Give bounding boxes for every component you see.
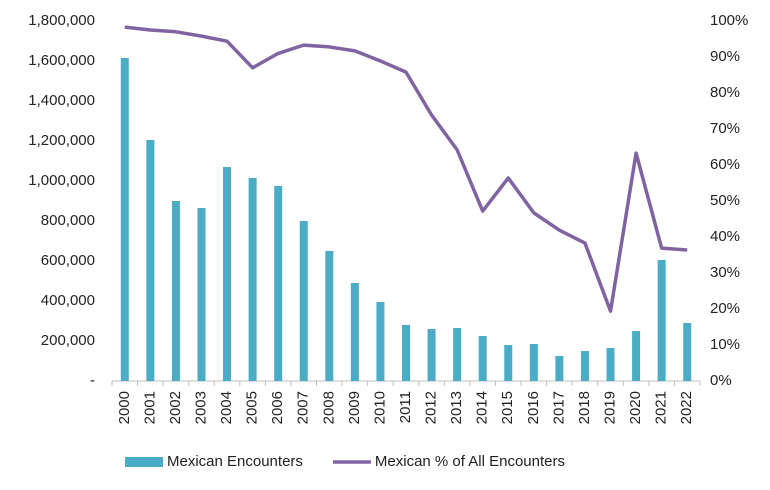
x-tick-label: 2000 bbox=[116, 391, 133, 424]
y2-tick-label: 20% bbox=[710, 300, 740, 317]
bar bbox=[146, 140, 155, 381]
x-tick-label: 2016 bbox=[525, 391, 542, 424]
x-tick-label: 2009 bbox=[346, 391, 363, 424]
x-tick-label: 2021 bbox=[653, 391, 670, 424]
y2-tick-label: 40% bbox=[710, 228, 740, 245]
x-tick-label: 2001 bbox=[141, 391, 158, 424]
x-tick-label: 2008 bbox=[320, 391, 337, 424]
y2-tick-label: 50% bbox=[710, 192, 740, 209]
y-tick-label: 800,000 bbox=[41, 212, 95, 229]
legend-label: Mexican % of All Encounters bbox=[375, 453, 565, 470]
y-tick-label: 1,200,000 bbox=[28, 132, 95, 149]
y2-tick-label: 90% bbox=[710, 48, 740, 65]
bar bbox=[325, 251, 334, 381]
bar bbox=[683, 323, 692, 381]
y-tick-label: 200,000 bbox=[41, 332, 95, 349]
y2-tick-label: 100% bbox=[710, 12, 748, 29]
y-tick-label: 600,000 bbox=[41, 252, 95, 269]
bar bbox=[171, 201, 180, 381]
x-tick-label: 2012 bbox=[423, 391, 440, 424]
y-tick-label: 1,000,000 bbox=[28, 172, 95, 189]
y-tick-label: 1,800,000 bbox=[28, 12, 95, 29]
x-tick-label: 2011 bbox=[397, 391, 414, 423]
bar bbox=[350, 283, 359, 381]
x-tick-label: 2022 bbox=[678, 391, 695, 424]
bar bbox=[197, 208, 206, 381]
x-tick-label: 2020 bbox=[627, 391, 644, 424]
bar bbox=[248, 178, 257, 381]
bar bbox=[376, 302, 385, 381]
y-tick-label: 1,400,000 bbox=[28, 92, 95, 109]
bar bbox=[555, 356, 564, 381]
line bbox=[124, 25, 688, 313]
legend-swatch bbox=[125, 457, 163, 467]
y2-tick-label: 10% bbox=[710, 336, 740, 353]
y-tick-label: 1,600,000 bbox=[28, 52, 95, 69]
x-tick-label: 2004 bbox=[218, 391, 235, 424]
y-tick-label: 400,000 bbox=[41, 292, 95, 309]
bar bbox=[657, 260, 666, 381]
bar bbox=[274, 186, 283, 381]
x-tick-label: 2014 bbox=[474, 391, 491, 424]
x-tick-label: 2018 bbox=[576, 391, 593, 424]
bar bbox=[632, 331, 641, 381]
bar bbox=[504, 345, 513, 381]
x-tick-label: 2006 bbox=[269, 391, 286, 424]
bar bbox=[120, 58, 129, 381]
y2-tick-label: 60% bbox=[710, 156, 740, 173]
x-tick-label: 2005 bbox=[244, 391, 261, 424]
x-tick-label: 2010 bbox=[371, 391, 388, 424]
x-tick-label: 2003 bbox=[192, 391, 209, 424]
x-tick-label: 2007 bbox=[295, 391, 312, 424]
x-tick-label: 2015 bbox=[499, 391, 516, 424]
x-tick-label: 2002 bbox=[167, 391, 184, 424]
bar bbox=[529, 344, 538, 381]
bar bbox=[299, 221, 308, 381]
x-tick-label: 2017 bbox=[550, 391, 567, 424]
bar bbox=[606, 348, 615, 381]
y2-tick-label: 70% bbox=[710, 120, 740, 137]
y2-tick-label: 0% bbox=[710, 372, 732, 389]
bar bbox=[427, 329, 436, 381]
legend-label: Mexican Encounters bbox=[167, 453, 303, 470]
x-tick-label: 2013 bbox=[448, 391, 465, 424]
y2-tick-label: 30% bbox=[710, 264, 740, 281]
bar bbox=[402, 325, 410, 381]
y2-tick-label: 80% bbox=[710, 84, 740, 101]
bar bbox=[580, 351, 589, 381]
bar bbox=[223, 167, 232, 381]
x-tick-label: 2019 bbox=[601, 391, 618, 424]
bar bbox=[478, 336, 487, 381]
bar bbox=[453, 328, 462, 381]
y-tick-label: - bbox=[90, 372, 95, 389]
